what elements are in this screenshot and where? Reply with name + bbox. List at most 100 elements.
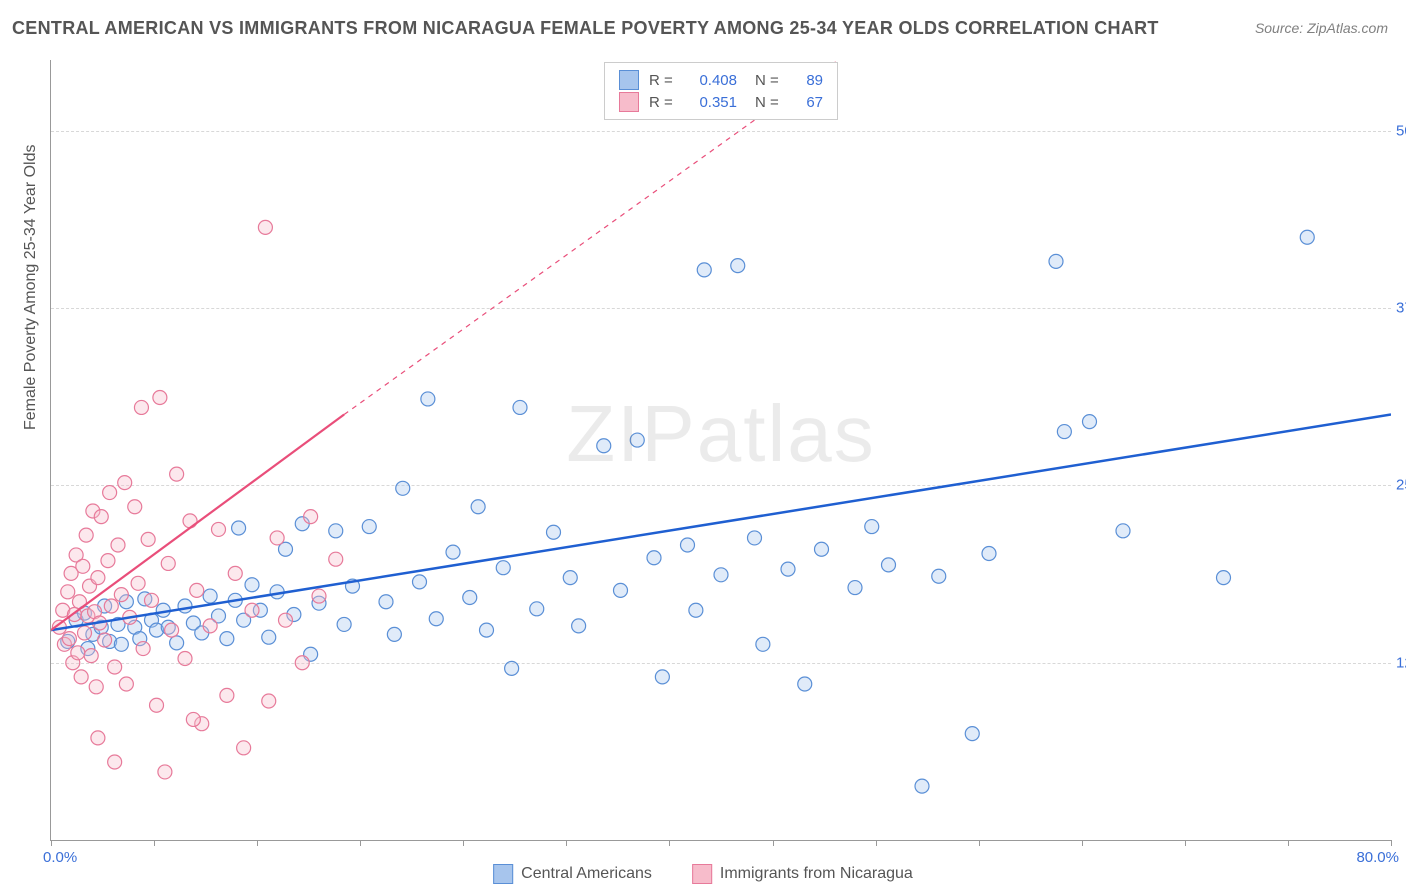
data-point [245, 603, 259, 617]
data-point [932, 569, 946, 583]
data-point [158, 765, 172, 779]
chart-canvas [51, 60, 1391, 840]
r-label: R = [649, 72, 677, 89]
x-tick [1391, 840, 1392, 846]
swatch-series-a [619, 70, 639, 90]
data-point [232, 521, 246, 535]
data-point [1049, 254, 1063, 268]
data-point [480, 623, 494, 637]
data-point [190, 583, 204, 597]
data-point [1083, 415, 1097, 429]
legend-item-b: Immigrants from Nicaragua [692, 864, 913, 884]
x-tick [1082, 840, 1083, 846]
x-tick [566, 840, 567, 846]
data-point [220, 632, 234, 646]
swatch-series-b [619, 92, 639, 112]
data-point [647, 551, 661, 565]
data-point [463, 590, 477, 604]
data-point [91, 731, 105, 745]
data-point [496, 561, 510, 575]
data-point [74, 670, 88, 684]
legend-row-series-b: R = 0.351 N = 67 [619, 91, 823, 113]
data-point [697, 263, 711, 277]
data-point [128, 500, 142, 514]
x-axis-max-label: 80.0% [1356, 849, 1399, 866]
data-point [220, 688, 234, 702]
source-label: Source: ZipAtlas.com [1255, 20, 1388, 36]
x-tick [360, 840, 361, 846]
data-point [304, 510, 318, 524]
x-axis-min-label: 0.0% [43, 849, 77, 866]
data-point [413, 575, 427, 589]
data-point [262, 630, 276, 644]
data-point [104, 599, 118, 613]
data-point [270, 531, 284, 545]
r-value-a: 0.408 [687, 72, 737, 89]
data-point [597, 439, 611, 453]
data-point [212, 522, 226, 536]
y-tick-label: 37.5% [1396, 300, 1406, 317]
data-point [572, 619, 586, 633]
data-point [178, 651, 192, 665]
data-point [84, 649, 98, 663]
data-point [731, 259, 745, 273]
x-tick [51, 840, 52, 846]
data-point [513, 400, 527, 414]
data-point [329, 524, 343, 538]
data-point [89, 680, 103, 694]
data-point [262, 694, 276, 708]
data-point [91, 571, 105, 585]
data-point [547, 525, 561, 539]
x-tick [669, 840, 670, 846]
legend-item-a: Central Americans [493, 864, 652, 884]
data-point [141, 532, 155, 546]
x-tick [463, 840, 464, 846]
y-tick-label: 12.5% [1396, 654, 1406, 671]
data-point [62, 632, 76, 646]
data-point [170, 636, 184, 650]
data-point [79, 528, 93, 542]
data-point [312, 589, 326, 603]
data-point [114, 637, 128, 651]
data-point [108, 660, 122, 674]
data-point [421, 392, 435, 406]
data-point [245, 578, 259, 592]
data-point [183, 514, 197, 528]
legend-label-b: Immigrants from Nicaragua [720, 865, 913, 883]
data-point [150, 698, 164, 712]
data-point [165, 623, 179, 637]
data-point [714, 568, 728, 582]
x-tick [1288, 840, 1289, 846]
x-tick [773, 840, 774, 846]
data-point [329, 552, 343, 566]
data-point [505, 661, 519, 675]
data-point [865, 520, 879, 534]
data-point [630, 433, 644, 447]
data-point [295, 656, 309, 670]
y-tick-label: 25.0% [1396, 477, 1406, 494]
y-axis-label: Female Poverty Among 25-34 Year Olds [22, 145, 40, 431]
data-point [781, 562, 795, 576]
data-point [655, 670, 669, 684]
data-point [203, 589, 217, 603]
data-point [982, 547, 996, 561]
n-label: N = [755, 72, 783, 89]
n-value-b: 67 [793, 94, 823, 111]
x-tick [257, 840, 258, 846]
r-label: R = [649, 94, 677, 111]
data-point [614, 583, 628, 597]
data-point [78, 626, 92, 640]
data-point [362, 520, 376, 534]
data-point [681, 538, 695, 552]
data-point [815, 542, 829, 556]
y-tick-label: 50.0% [1396, 122, 1406, 139]
data-point [145, 593, 159, 607]
data-point [563, 571, 577, 585]
data-point [337, 617, 351, 631]
swatch-b [692, 864, 712, 884]
data-point [103, 486, 117, 500]
data-point [153, 391, 167, 405]
x-tick [979, 840, 980, 846]
data-point [178, 599, 192, 613]
data-point [258, 220, 272, 234]
